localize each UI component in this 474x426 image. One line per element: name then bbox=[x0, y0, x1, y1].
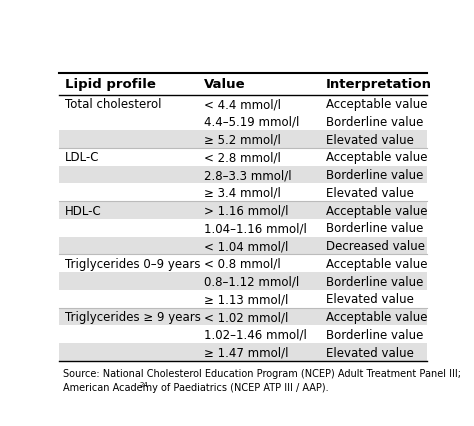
Text: 4.4–5.19 mmol/l: 4.4–5.19 mmol/l bbox=[204, 115, 300, 129]
Bar bbox=[59, 308, 427, 325]
Text: 1.02–1.46 mmol/l: 1.02–1.46 mmol/l bbox=[204, 328, 307, 341]
Text: < 4.4 mmol/l: < 4.4 mmol/l bbox=[204, 98, 282, 111]
Text: Triglycerides 0–9 years: Triglycerides 0–9 years bbox=[65, 257, 200, 270]
Text: Decreased value: Decreased value bbox=[326, 239, 425, 253]
Text: Value: Value bbox=[204, 78, 246, 91]
Text: < 1.02 mmol/l: < 1.02 mmol/l bbox=[204, 310, 289, 323]
Text: Elevated value: Elevated value bbox=[326, 293, 413, 305]
Text: Lipid profile: Lipid profile bbox=[65, 78, 155, 91]
Bar bbox=[59, 74, 427, 95]
Text: 0.8–1.12 mmol/l: 0.8–1.12 mmol/l bbox=[204, 275, 300, 288]
Bar bbox=[59, 95, 427, 113]
Text: Acceptable value: Acceptable value bbox=[326, 98, 427, 111]
Text: 24: 24 bbox=[140, 381, 148, 387]
Text: Triglycerides ≥ 9 years: Triglycerides ≥ 9 years bbox=[65, 310, 201, 323]
Text: Source: National Cholesterol Education Program (NCEP) Adult Treatment Panel III;: Source: National Cholesterol Education P… bbox=[63, 368, 461, 377]
Text: < 0.8 mmol/l: < 0.8 mmol/l bbox=[204, 257, 281, 270]
Text: Acceptable value: Acceptable value bbox=[326, 151, 427, 164]
Bar bbox=[59, 219, 427, 237]
Text: ≥ 5.2 mmol/l: ≥ 5.2 mmol/l bbox=[204, 133, 281, 146]
Text: Acceptable value: Acceptable value bbox=[326, 310, 427, 323]
Text: ≥ 1.47 mmol/l: ≥ 1.47 mmol/l bbox=[204, 346, 289, 359]
Text: Borderline value: Borderline value bbox=[326, 328, 423, 341]
Text: Acceptable value: Acceptable value bbox=[326, 204, 427, 217]
Bar bbox=[59, 113, 427, 131]
Text: Borderline value: Borderline value bbox=[326, 169, 423, 181]
Text: ≥ 1.13 mmol/l: ≥ 1.13 mmol/l bbox=[204, 293, 289, 305]
Bar bbox=[59, 343, 427, 361]
Bar bbox=[59, 131, 427, 149]
Text: Interpretation: Interpretation bbox=[326, 78, 432, 91]
Text: 2.8–3.3 mmol/l: 2.8–3.3 mmol/l bbox=[204, 169, 292, 181]
Bar bbox=[59, 290, 427, 308]
Text: > 1.16 mmol/l: > 1.16 mmol/l bbox=[204, 204, 289, 217]
Bar bbox=[59, 325, 427, 343]
Text: < 1.04 mmol/l: < 1.04 mmol/l bbox=[204, 239, 289, 253]
Bar bbox=[59, 273, 427, 290]
Bar bbox=[59, 149, 427, 166]
Bar bbox=[59, 237, 427, 255]
Bar bbox=[59, 184, 427, 201]
Text: Borderline value: Borderline value bbox=[326, 222, 423, 235]
Text: < 2.8 mmol/l: < 2.8 mmol/l bbox=[204, 151, 281, 164]
Text: Acceptable value: Acceptable value bbox=[326, 257, 427, 270]
Text: Elevated value: Elevated value bbox=[326, 133, 413, 146]
Bar bbox=[59, 255, 427, 273]
Bar bbox=[59, 201, 427, 219]
Text: American Academy of Paediatrics (NCEP ATP III / AAP).: American Academy of Paediatrics (NCEP AT… bbox=[63, 383, 328, 392]
Text: Borderline value: Borderline value bbox=[326, 275, 423, 288]
Text: Borderline value: Borderline value bbox=[326, 115, 423, 129]
Text: ≥ 3.4 mmol/l: ≥ 3.4 mmol/l bbox=[204, 186, 281, 199]
Text: Elevated value: Elevated value bbox=[326, 346, 413, 359]
Bar bbox=[59, 166, 427, 184]
Text: 1.04–1.16 mmol/l: 1.04–1.16 mmol/l bbox=[204, 222, 307, 235]
Text: HDL-C: HDL-C bbox=[65, 204, 101, 217]
Text: LDL-C: LDL-C bbox=[65, 151, 99, 164]
Text: Elevated value: Elevated value bbox=[326, 186, 413, 199]
Text: Total cholesterol: Total cholesterol bbox=[65, 98, 161, 111]
